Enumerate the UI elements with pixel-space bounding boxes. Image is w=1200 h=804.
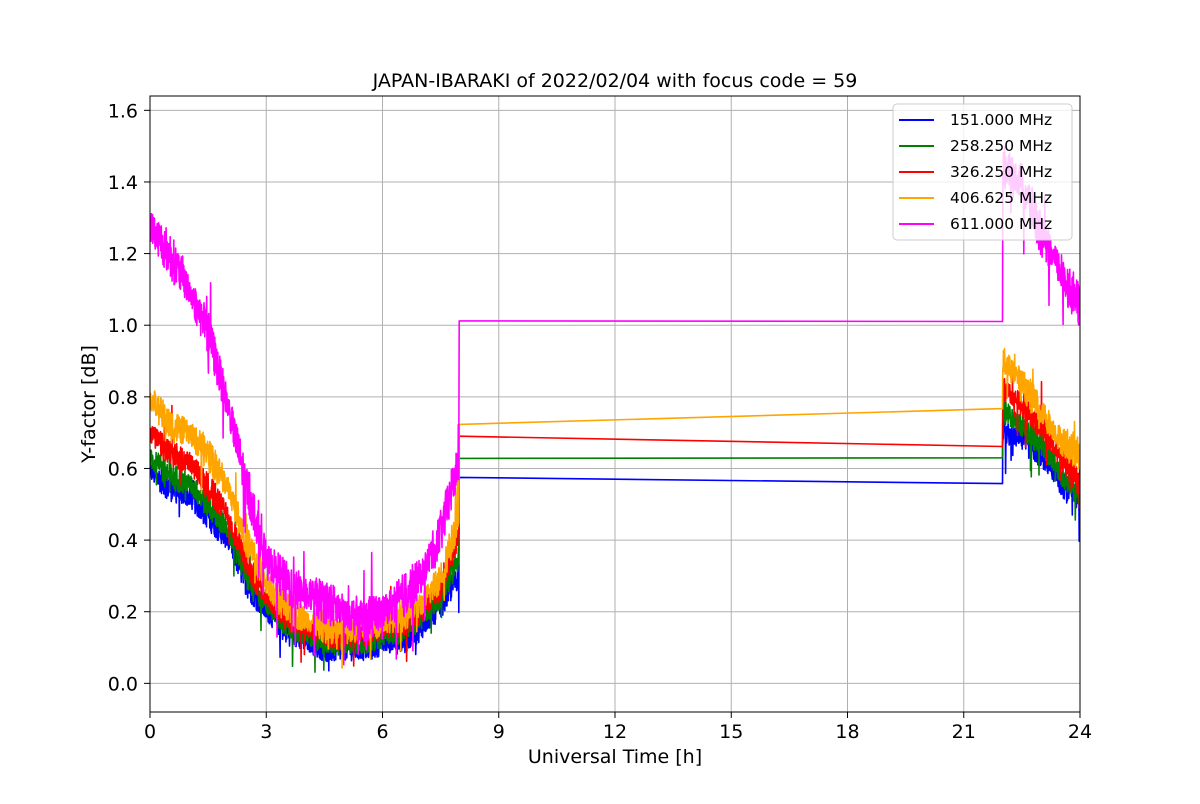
y-tick-label: 1.0 (108, 315, 138, 337)
series-lines (150, 146, 1080, 673)
legend-label: 258.250 MHz (950, 137, 1052, 155)
legend-label: 151.000 MHz (950, 111, 1052, 129)
x-tick-label: 21 (952, 721, 976, 743)
x-tick-label: 3 (260, 721, 272, 743)
y-tick-label: 0.8 (108, 387, 138, 409)
x-tick-label: 0 (144, 721, 156, 743)
legend-label: 611.000 MHz (950, 215, 1052, 233)
x-tick-label: 24 (1068, 721, 1092, 743)
legend-label: 326.250 MHz (950, 163, 1052, 181)
y-tick-label: 0.4 (108, 530, 138, 552)
y-axis-label: Y-factor [dB] (78, 345, 100, 464)
x-tick-label: 9 (493, 721, 505, 743)
legend: 151.000 MHz 258.250 MHz 326.250 MHz 406.625… (892, 103, 1073, 241)
x-tick-label: 18 (835, 721, 859, 743)
x-tick-label: 6 (376, 721, 388, 743)
legend-label: 406.625 MHz (950, 189, 1052, 207)
chart-title: JAPAN-IBARAKI of 2022/02/04 with focus c… (372, 70, 858, 92)
legend-box (892, 103, 1073, 241)
y-tick-label: 1.2 (108, 244, 138, 266)
x-axis-label: Universal Time [h] (528, 746, 702, 768)
y-tick-label: 0.2 (108, 602, 138, 624)
x-tick-label: 12 (603, 721, 627, 743)
axis-ticks: 0 3 6 9 12 15 18 21 24 0.0 0.2 0.4 0.6 0.8 1.0 1.2 1.4 1.… (108, 100, 1092, 743)
y-tick-label: 0.6 (108, 458, 138, 480)
y-tick-label: 0.0 (108, 673, 138, 695)
y-tick-label: 1.4 (108, 172, 138, 194)
x-tick-label: 15 (719, 721, 743, 743)
y-tick-label: 1.6 (108, 100, 138, 122)
